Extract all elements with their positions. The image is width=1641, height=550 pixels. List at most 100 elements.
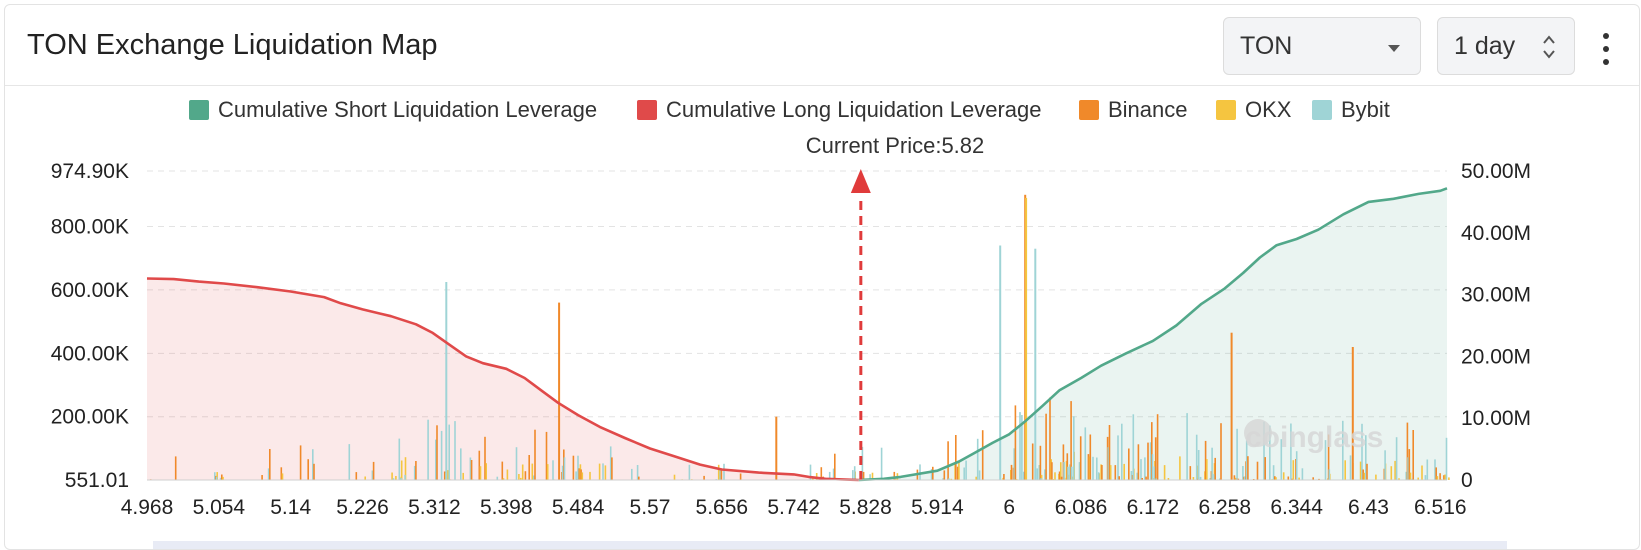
bybit-bar [1069,464,1071,480]
x-tick-label: 6.516 [1414,496,1467,519]
okx-bar [1448,477,1450,480]
okx-bar [812,477,814,480]
x-tick-label: 5.484 [552,496,605,519]
binance-bar [1295,459,1297,480]
bybit-bar [1434,459,1436,480]
binance-peak-bar [775,416,778,480]
short-cumulative-area [858,188,1447,481]
range-select[interactable]: 1 day [1437,17,1575,75]
okx-bar [1054,472,1056,480]
bybit-peak-bar [999,245,1002,480]
x-tick-label: 6.43 [1348,496,1389,519]
bybit-bar [1155,478,1158,480]
more-options-icon[interactable] [1601,29,1611,69]
okx-bar [462,472,464,480]
okx-bar [518,474,520,480]
binance-bar [1366,463,1368,480]
okx-bar [1409,472,1412,480]
bybit-bar [636,465,639,480]
bybit-bar [440,430,443,480]
binance-bar [1412,430,1414,480]
bybit-bar [413,465,416,480]
bybit-bar [1405,471,1407,480]
cumulative-areas [147,188,1447,481]
binance-bar [313,463,315,480]
bybit-bar [1153,466,1156,480]
liquidation-map-card: TON Exchange Liquidation Map TON 1 day C… [4,4,1640,550]
bybit-bar [1280,439,1283,480]
binance-bar [1128,448,1130,480]
binance-bar [1010,464,1013,480]
bybit-bar [609,446,612,480]
legend-item-okx[interactable]: OKX [1216,97,1291,123]
okx-peak-bar [1025,197,1028,480]
right-y-axis: 50.00M 40.00M 30.00M 20.00M 10.00M 0 [1461,160,1531,492]
bybit-bar [575,471,577,480]
bybit-bar [1132,414,1135,480]
bybit-bar [880,447,883,480]
binance-bar [1287,476,1290,480]
binance-bar [1406,422,1409,480]
okx-bar [1167,478,1170,480]
okx-bar [1060,462,1062,480]
legend-swatch [1312,100,1332,120]
okx-bar [1123,463,1125,480]
bybit-bar [214,472,216,480]
binance-bar [1137,444,1140,480]
okx-bar [1179,456,1181,480]
bybit-bar [1407,457,1409,480]
coin-select[interactable]: TON [1223,17,1421,75]
legend-label: Binance [1108,97,1188,122]
binance-bar [1327,434,1330,480]
binance-bar [1439,473,1441,480]
okx-bar [1206,459,1208,480]
range-scrollbar[interactable] [153,541,1507,549]
binance-bar [174,456,177,480]
okx-bar [1040,474,1043,480]
okx-bar [1363,472,1366,480]
bybit-bar [1078,462,1081,480]
bybit-bar [1395,437,1398,480]
binance-bar [1318,478,1320,480]
bybit-bar [828,471,831,480]
bybit-bar [948,478,950,480]
bybit-bar [1242,466,1244,480]
legend-item-long[interactable]: Cumulative Long Liquidation Leverage [637,97,1041,123]
bybit-bar [1244,476,1246,480]
legend-item-short[interactable]: Cumulative Short Liquidation Leverage [189,97,597,123]
legend-swatch [189,100,209,120]
binance-bar [1045,413,1047,480]
bybit-bar [577,455,579,480]
okx-bar [1421,465,1423,480]
binance-bar [355,472,358,480]
binance-bar [1014,405,1017,480]
binance-bar [280,467,283,480]
bybit-bar [963,467,965,480]
bybit-bar [1199,476,1202,480]
bybit-peak-bar [445,282,448,480]
x-tick-label: 5.828 [839,496,892,519]
bybit-bar [496,476,499,480]
okx-bar [581,472,584,480]
binance-bar [955,435,957,480]
legend-item-binance[interactable]: Binance [1079,97,1188,123]
binance-bar [956,466,959,480]
binance-bar [981,430,984,480]
binance-bar [261,475,263,480]
okx-bar [1444,474,1446,480]
bybit-bar [1365,435,1367,480]
bybit-bar [1263,421,1265,480]
binance-bar [1108,425,1111,480]
coin-select-value: TON [1240,32,1293,60]
legend-label: OKX [1245,97,1292,122]
bybit-bar [1136,472,1138,480]
okx-bar [1436,476,1439,480]
bybit-bar [267,468,270,480]
bybit-bar [1107,447,1110,480]
bybit-bar [1044,469,1046,480]
binance-bar [478,450,481,480]
okx-bar [950,478,953,480]
legend-item-bybit[interactable]: Bybit [1312,97,1390,123]
card-header: TON Exchange Liquidation Map TON 1 day [5,5,1639,86]
binance-bar [372,461,375,480]
